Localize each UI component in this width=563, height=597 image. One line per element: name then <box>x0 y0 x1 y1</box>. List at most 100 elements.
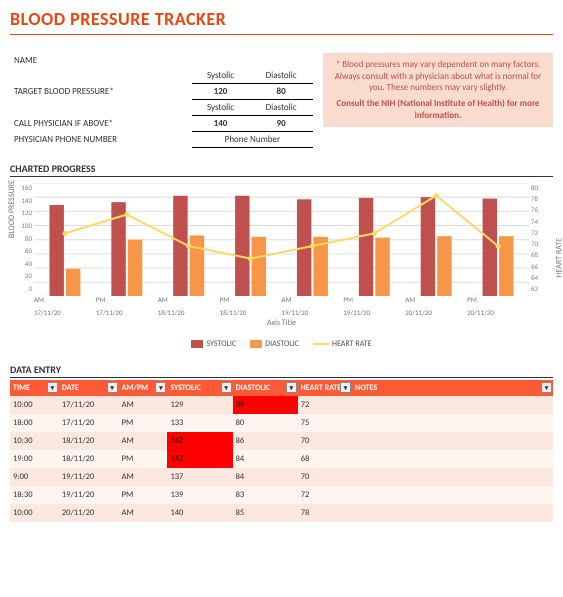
filter-dropdown-icon[interactable]: ▾ <box>107 382 118 393</box>
cell-hr[interactable]: 78 <box>298 504 352 522</box>
filter-dropdown-icon[interactable]: ▾ <box>286 382 297 393</box>
table-row: 10:0020/11/20AM1408578 <box>10 504 553 522</box>
cell-notes[interactable] <box>352 450 553 468</box>
filter-dropdown-icon[interactable]: ▾ <box>47 382 58 393</box>
target-label: TARGET BLOOD PRESSURE* <box>10 84 192 100</box>
cell-ampm[interactable]: PM <box>119 486 168 504</box>
table-row: 10:0017/11/20AM1293972 <box>10 396 553 414</box>
systolic-header: Systolic <box>192 68 249 84</box>
cell-time[interactable]: 18:00 <box>10 414 59 432</box>
table-section-header: DATA ENTRY <box>10 363 553 378</box>
name-label: NAME <box>10 53 192 68</box>
cell-sys[interactable]: 137 <box>167 468 232 486</box>
targets-table: NAME Systolic Diastolic TARGET BLOOD PRE… <box>10 53 313 148</box>
cell-ampm[interactable]: PM <box>119 414 168 432</box>
col-header[interactable]: HEART RATE▾ <box>298 380 352 396</box>
cell-ampm[interactable]: AM <box>119 396 168 414</box>
cell-date[interactable]: 20/11/20 <box>59 504 119 522</box>
cell-dia[interactable]: 84 <box>233 468 298 486</box>
table-row: 18:3019/11/20PM1398372 <box>10 486 553 504</box>
cell-notes[interactable] <box>352 468 553 486</box>
legend-systolic: SYSTOLIC <box>206 339 236 349</box>
callout-body: * Blood pressures may vary dependent on … <box>331 59 545 94</box>
col-header[interactable]: DATE▾ <box>59 380 119 396</box>
cell-hr[interactable]: 72 <box>298 396 352 414</box>
y-axis-left-ticks: 160140120100806040200 <box>16 183 32 293</box>
table-row: 18:0017/11/20PM1338075 <box>10 414 553 432</box>
cell-dia[interactable]: 80 <box>233 414 298 432</box>
cell-date[interactable]: 19/11/20 <box>59 468 119 486</box>
filter-dropdown-icon[interactable]: ▾ <box>340 382 351 393</box>
table-row: 10:3018/11/20AM1428670 <box>10 432 553 450</box>
cell-ampm[interactable]: AM <box>119 468 168 486</box>
cell-ampm[interactable]: PM <box>119 450 168 468</box>
table-row: 9:0019/11/20AM1378470 <box>10 468 553 486</box>
cell-sys[interactable]: 142 <box>167 432 232 450</box>
col-header[interactable]: TIME▾ <box>10 380 59 396</box>
col-header[interactable]: DIASTOLIC▾ <box>233 380 298 396</box>
target-diastolic: 80 <box>249 84 313 100</box>
callout-strong: Consult the NIH (National Institute of H… <box>331 98 545 121</box>
legend-diastolic: DIASTOLIC <box>265 339 299 349</box>
cell-sys[interactable]: 129 <box>167 396 232 414</box>
cell-time[interactable]: 10:00 <box>10 396 59 414</box>
cell-dia[interactable]: 39 <box>233 396 298 414</box>
cell-time[interactable]: 10:30 <box>10 432 59 450</box>
cell-date[interactable]: 19/11/20 <box>59 486 119 504</box>
cell-notes[interactable] <box>352 396 553 414</box>
col-header[interactable]: AM/PM▾ <box>119 380 168 396</box>
cell-dia[interactable]: 86 <box>233 432 298 450</box>
diastolic-header: Diastolic <box>249 68 313 84</box>
cell-date[interactable]: 18/11/20 <box>59 432 119 450</box>
legend-heartrate: HEART RATE <box>332 339 372 349</box>
col-header[interactable]: SYSTOLIC▾ <box>167 380 232 396</box>
callout-box: * Blood pressures may vary dependent on … <box>323 53 553 127</box>
cell-date[interactable]: 18/11/20 <box>59 450 119 468</box>
cell-hr[interactable]: 70 <box>298 432 352 450</box>
page-title: BLOOD PRESSURE TRACKER <box>10 8 553 35</box>
cell-ampm[interactable]: AM <box>119 432 168 450</box>
cell-hr[interactable]: 75 <box>298 414 352 432</box>
cell-notes[interactable] <box>352 486 553 504</box>
cell-sys[interactable]: 133 <box>167 414 232 432</box>
phone-field[interactable]: Phone Number <box>192 132 313 148</box>
y-axis-right-ticks: 80787674727068666462 <box>531 183 547 293</box>
cell-hr[interactable]: 68 <box>298 450 352 468</box>
cell-time[interactable]: 18:30 <box>10 486 59 504</box>
table-row: 19:0018/11/20PM1428468 <box>10 450 553 468</box>
cell-sys[interactable]: 142 <box>167 450 232 468</box>
target-systolic: 120 <box>192 84 249 100</box>
cell-hr[interactable]: 70 <box>298 468 352 486</box>
cell-time[interactable]: 9:00 <box>10 468 59 486</box>
cell-notes[interactable] <box>352 432 553 450</box>
col-header[interactable]: NOTES▾ <box>352 380 553 396</box>
cell-time[interactable]: 19:00 <box>10 450 59 468</box>
call-systolic: 140 <box>192 116 249 132</box>
cell-ampm[interactable]: AM <box>119 504 168 522</box>
x-axis-labels: AM17/11/20PM17/11/20AM18/11/20PM18/11/20… <box>34 295 529 317</box>
cell-dia[interactable]: 85 <box>233 504 298 522</box>
call-label: CALL PHYSICIAN IF ABOVE* <box>10 116 192 132</box>
cell-notes[interactable] <box>352 504 553 522</box>
cell-time[interactable]: 10:00 <box>10 504 59 522</box>
cell-sys[interactable]: 139 <box>167 486 232 504</box>
filter-dropdown-icon[interactable]: ▾ <box>541 382 552 393</box>
phone-label: PHYSICIAN PHONE NUMBER <box>10 132 192 148</box>
diastolic-header-2: Diastolic <box>249 100 313 116</box>
cell-dia[interactable]: 84 <box>233 450 298 468</box>
systolic-header-2: Systolic <box>192 100 249 116</box>
cell-date[interactable]: 17/11/20 <box>59 396 119 414</box>
data-entry-table: TIME▾DATE▾AM/PM▾SYSTOLIC▾DIASTOLIC▾HEART… <box>10 380 553 522</box>
cell-date[interactable]: 17/11/20 <box>59 414 119 432</box>
filter-dropdown-icon[interactable]: ▾ <box>155 382 166 393</box>
cell-notes[interactable] <box>352 414 553 432</box>
cell-dia[interactable]: 83 <box>233 486 298 504</box>
chart-plot <box>34 183 529 296</box>
chart-legend: SYSTOLIC DIASTOLIC HEART RATE <box>10 339 553 349</box>
cell-hr[interactable]: 72 <box>298 486 352 504</box>
cell-sys[interactable]: 140 <box>167 504 232 522</box>
axis-title: Axis Title <box>34 318 529 328</box>
y-axis-right-label: HEART RATE <box>555 238 563 278</box>
filter-dropdown-icon[interactable]: ▾ <box>221 382 232 393</box>
chart-section-header: CHARTED PROGRESS <box>10 162 553 177</box>
